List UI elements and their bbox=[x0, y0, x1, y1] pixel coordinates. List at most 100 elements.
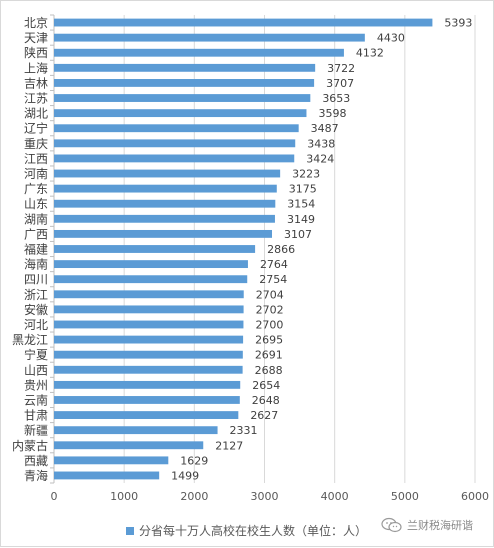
bar bbox=[54, 411, 239, 419]
legend: 分省每十万人高校在校生人数（单位：人） bbox=[126, 522, 367, 539]
bar bbox=[54, 154, 295, 163]
bar bbox=[54, 139, 296, 148]
data-label: 2866 bbox=[267, 243, 295, 256]
category-label: 宁夏 bbox=[24, 347, 48, 362]
category-label: 重庆 bbox=[24, 137, 48, 151]
data-label: 3154 bbox=[287, 198, 315, 211]
bar bbox=[54, 275, 248, 284]
category-label: 四川 bbox=[24, 273, 48, 287]
bar bbox=[54, 456, 169, 465]
category-label: 内蒙古 bbox=[12, 438, 48, 453]
bar bbox=[54, 426, 218, 435]
watermark-text: 兰财税海研谐 bbox=[407, 519, 473, 532]
category-label: 陕西 bbox=[24, 45, 48, 60]
category-label: 吉林 bbox=[24, 76, 48, 90]
x-tick-label: 2000 bbox=[180, 490, 208, 503]
bar bbox=[54, 335, 244, 344]
bar bbox=[54, 290, 244, 299]
bar bbox=[54, 124, 299, 133]
data-label: 2654 bbox=[252, 379, 280, 392]
bar bbox=[54, 214, 275, 223]
data-label: 3722 bbox=[327, 62, 355, 75]
bar bbox=[54, 229, 273, 238]
data-label: 4430 bbox=[377, 32, 405, 45]
bar bbox=[54, 365, 243, 374]
category-label: 湖北 bbox=[24, 106, 48, 121]
x-tick-label: 1000 bbox=[110, 490, 138, 503]
category-label: 辽宁 bbox=[24, 121, 48, 136]
data-label: 3107 bbox=[284, 228, 312, 241]
legend-label: 分省每十万人高校在校生人数（单位：人） bbox=[139, 524, 368, 538]
category-label: 河南 bbox=[24, 166, 48, 181]
x-tick-label: 4000 bbox=[321, 490, 349, 503]
data-label: 3424 bbox=[306, 152, 334, 165]
data-label: 2648 bbox=[252, 394, 280, 407]
data-label: 2688 bbox=[255, 364, 283, 377]
bar bbox=[54, 18, 433, 27]
bar bbox=[54, 48, 344, 57]
category-label: 广西 bbox=[24, 227, 48, 241]
bar bbox=[54, 33, 365, 42]
data-label: 3175 bbox=[289, 183, 317, 196]
bar bbox=[54, 471, 160, 480]
data-label: 2702 bbox=[256, 303, 284, 316]
category-label: 西藏 bbox=[24, 454, 48, 468]
category-label: 天津 bbox=[24, 31, 48, 45]
watermark: 兰财税海研谐 bbox=[381, 517, 473, 533]
data-label: 4132 bbox=[356, 47, 384, 60]
data-label: 3438 bbox=[307, 137, 335, 150]
bar bbox=[54, 305, 244, 314]
x-tick-label: 3000 bbox=[251, 490, 279, 503]
data-label: 1499 bbox=[171, 469, 199, 482]
category-label: 山东 bbox=[24, 197, 48, 211]
bar bbox=[54, 169, 281, 178]
category-label: 海南 bbox=[24, 257, 48, 272]
bar bbox=[54, 94, 311, 102]
category-label: 黑龙江 bbox=[12, 333, 48, 347]
data-label: 5393 bbox=[444, 17, 472, 30]
bar bbox=[54, 245, 256, 253]
category-label: 云南 bbox=[24, 392, 48, 407]
bar bbox=[54, 260, 248, 269]
bar bbox=[54, 109, 307, 118]
legend-swatch bbox=[126, 526, 134, 535]
data-label: 3598 bbox=[318, 107, 346, 120]
bar bbox=[54, 350, 243, 359]
bar bbox=[54, 199, 276, 208]
category-label: 安徽 bbox=[24, 302, 48, 317]
data-label: 3707 bbox=[326, 77, 354, 90]
category-label: 贵州 bbox=[24, 378, 48, 392]
x-tick-label: 0 bbox=[51, 490, 58, 503]
data-label: 1629 bbox=[180, 454, 208, 467]
category-label: 甘肃 bbox=[24, 409, 48, 423]
data-label: 3653 bbox=[322, 92, 350, 105]
category-label: 广东 bbox=[24, 182, 48, 196]
data-label: 3223 bbox=[292, 168, 320, 181]
data-label: 2627 bbox=[250, 409, 278, 422]
data-label: 2127 bbox=[215, 439, 243, 452]
data-label: 2764 bbox=[260, 258, 288, 271]
bar bbox=[54, 380, 241, 389]
bar bbox=[54, 320, 244, 329]
category-label: 青海 bbox=[24, 468, 48, 483]
data-label: 2700 bbox=[255, 318, 283, 331]
x-tick-label: 6000 bbox=[461, 490, 489, 503]
category-label: 江苏 bbox=[24, 92, 48, 106]
data-label: 2704 bbox=[256, 288, 284, 301]
category-label: 福建 bbox=[24, 242, 48, 257]
category-label: 上海 bbox=[24, 60, 48, 75]
data-label: 2695 bbox=[255, 334, 283, 347]
x-tick-label: 5000 bbox=[391, 490, 419, 503]
bar bbox=[54, 63, 316, 72]
category-label: 江西 bbox=[24, 152, 48, 166]
category-label: 河北 bbox=[24, 318, 48, 332]
wechat-icon bbox=[381, 517, 402, 533]
bar bbox=[54, 441, 204, 450]
bar bbox=[54, 79, 315, 87]
data-label: 2691 bbox=[255, 349, 283, 362]
data-label: 2754 bbox=[259, 273, 287, 286]
category-label: 北京 bbox=[24, 16, 48, 30]
category-label: 山西 bbox=[24, 363, 48, 377]
data-label: 3149 bbox=[287, 213, 315, 226]
